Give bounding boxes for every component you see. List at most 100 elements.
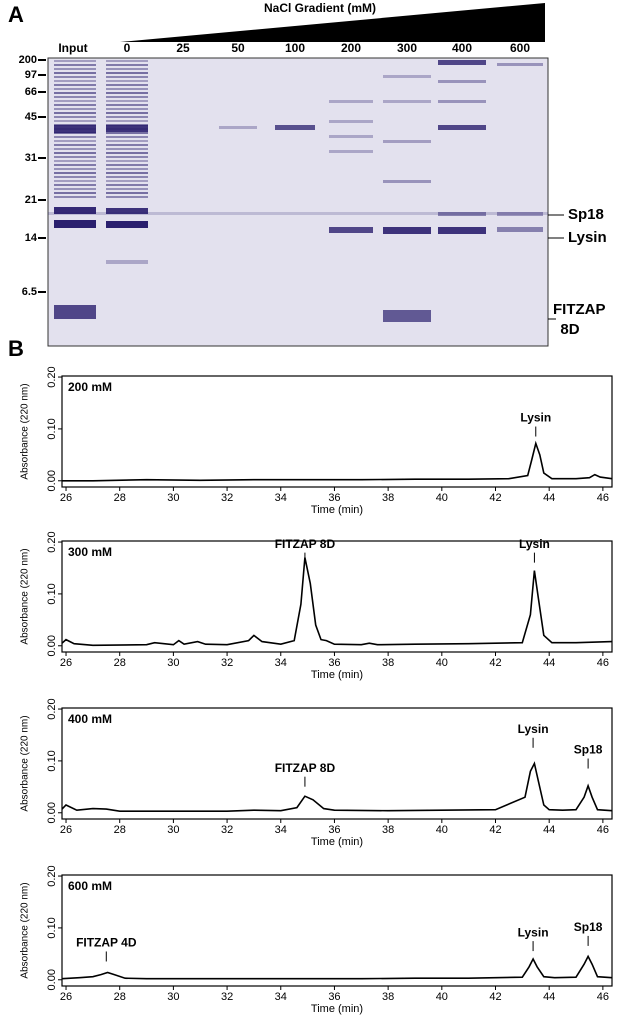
gel-band <box>54 152 96 154</box>
gel-band <box>54 125 96 133</box>
gel-band <box>54 68 96 70</box>
gel-band <box>54 112 96 114</box>
gel-band <box>106 188 148 190</box>
annotation: Lysin <box>518 925 549 939</box>
x-tick-label: 40 <box>436 991 448 1003</box>
gel-band <box>329 135 373 138</box>
x-tick-label: 28 <box>114 492 126 504</box>
gel-band <box>54 164 96 166</box>
annotation: FITZAP 4D <box>76 936 137 950</box>
y-axis-label: Absorbance (220 nm) <box>20 383 31 479</box>
gel-band <box>106 108 148 110</box>
gel-band <box>438 80 486 83</box>
gel-band <box>54 120 96 122</box>
marker-label: 200 <box>19 54 37 66</box>
gel-band <box>54 192 96 194</box>
marker-label: 21 <box>25 194 37 206</box>
x-tick-label: 26 <box>60 492 72 504</box>
gel-band <box>106 144 148 146</box>
lane-label: 0 <box>124 41 131 55</box>
gel-band <box>106 196 148 198</box>
gel-band <box>497 63 543 66</box>
gel-band <box>54 72 96 74</box>
gel-band <box>54 220 96 228</box>
x-tick-label: 34 <box>275 824 287 836</box>
x-axis-label: Time (min) <box>311 836 363 848</box>
gel-band <box>383 100 431 103</box>
annotation: Lysin <box>519 537 550 551</box>
trace <box>61 761 613 812</box>
x-tick-label: 36 <box>328 492 340 504</box>
x-tick-label: 38 <box>382 657 394 669</box>
annotation: FITZAP 8D <box>275 537 336 551</box>
plot-frame <box>61 874 613 987</box>
plot-frame <box>61 375 613 488</box>
y-tick-label: 0.10 <box>46 750 58 771</box>
gel-band <box>497 227 543 232</box>
marker-label: 6.5 <box>22 286 37 298</box>
gel-band <box>54 160 96 162</box>
chart-title: 300 mM <box>68 545 112 559</box>
gel-band <box>54 144 96 146</box>
x-tick-label: 34 <box>275 657 287 669</box>
panel-label: A <box>8 2 24 27</box>
panel-label: B <box>8 336 24 361</box>
gel-band <box>54 84 96 86</box>
x-tick-label: 34 <box>275 991 287 1003</box>
gel-band <box>106 96 148 98</box>
gel-band <box>497 212 543 216</box>
x-tick-label: 46 <box>597 492 609 504</box>
trace <box>62 440 613 482</box>
gel-band <box>329 150 373 153</box>
gel-band <box>383 227 431 234</box>
x-tick-label: 32 <box>221 657 233 669</box>
gel-band <box>106 64 148 66</box>
y-tick-label: 0.10 <box>46 418 58 439</box>
gel-band <box>54 172 96 174</box>
annotation: Sp18 <box>574 743 603 757</box>
plot-frame <box>61 540 613 653</box>
band-label: 8D <box>560 321 579 338</box>
gel-band <box>106 208 148 214</box>
lane-label: 100 <box>285 41 305 55</box>
annotation: Sp18 <box>574 920 603 934</box>
chart-title: 600 mM <box>68 879 112 893</box>
gel-band <box>54 156 96 158</box>
x-tick-label: 36 <box>328 991 340 1003</box>
x-tick-label: 32 <box>221 991 233 1003</box>
gel-band <box>106 112 148 114</box>
gel-band <box>54 136 96 138</box>
gel-band <box>54 96 96 98</box>
gel-band <box>106 176 148 178</box>
gel-band <box>383 140 431 143</box>
band-label: Lysin <box>568 229 607 246</box>
x-axis-label: Time (min) <box>311 669 363 681</box>
gel-band <box>54 76 96 78</box>
gel-band <box>54 104 96 106</box>
gel-band <box>106 84 148 86</box>
gel-band <box>106 160 148 162</box>
gel-band <box>106 76 148 78</box>
y-tick-label: 0.20 <box>46 531 58 552</box>
trace <box>61 954 613 980</box>
gel-band <box>106 72 148 74</box>
gel-band <box>438 60 486 65</box>
gel-band <box>438 227 486 234</box>
annotation: Lysin <box>520 411 551 425</box>
gel-band <box>54 188 96 190</box>
x-tick-label: 46 <box>597 657 609 669</box>
y-tick-label: 0.20 <box>46 865 58 886</box>
gel-band <box>106 92 148 94</box>
x-tick-label: 44 <box>543 991 555 1003</box>
gel-band <box>106 192 148 194</box>
gel-band <box>106 120 148 122</box>
gel-band <box>54 196 96 198</box>
lane-label: 25 <box>176 41 190 55</box>
marker-label: 45 <box>25 111 37 123</box>
x-tick-label: 30 <box>167 492 179 504</box>
x-tick-label: 46 <box>597 991 609 1003</box>
gel-band <box>106 68 148 70</box>
x-tick-label: 40 <box>436 824 448 836</box>
band-label: FITZAP <box>553 301 606 318</box>
lane-label: 200 <box>341 41 361 55</box>
